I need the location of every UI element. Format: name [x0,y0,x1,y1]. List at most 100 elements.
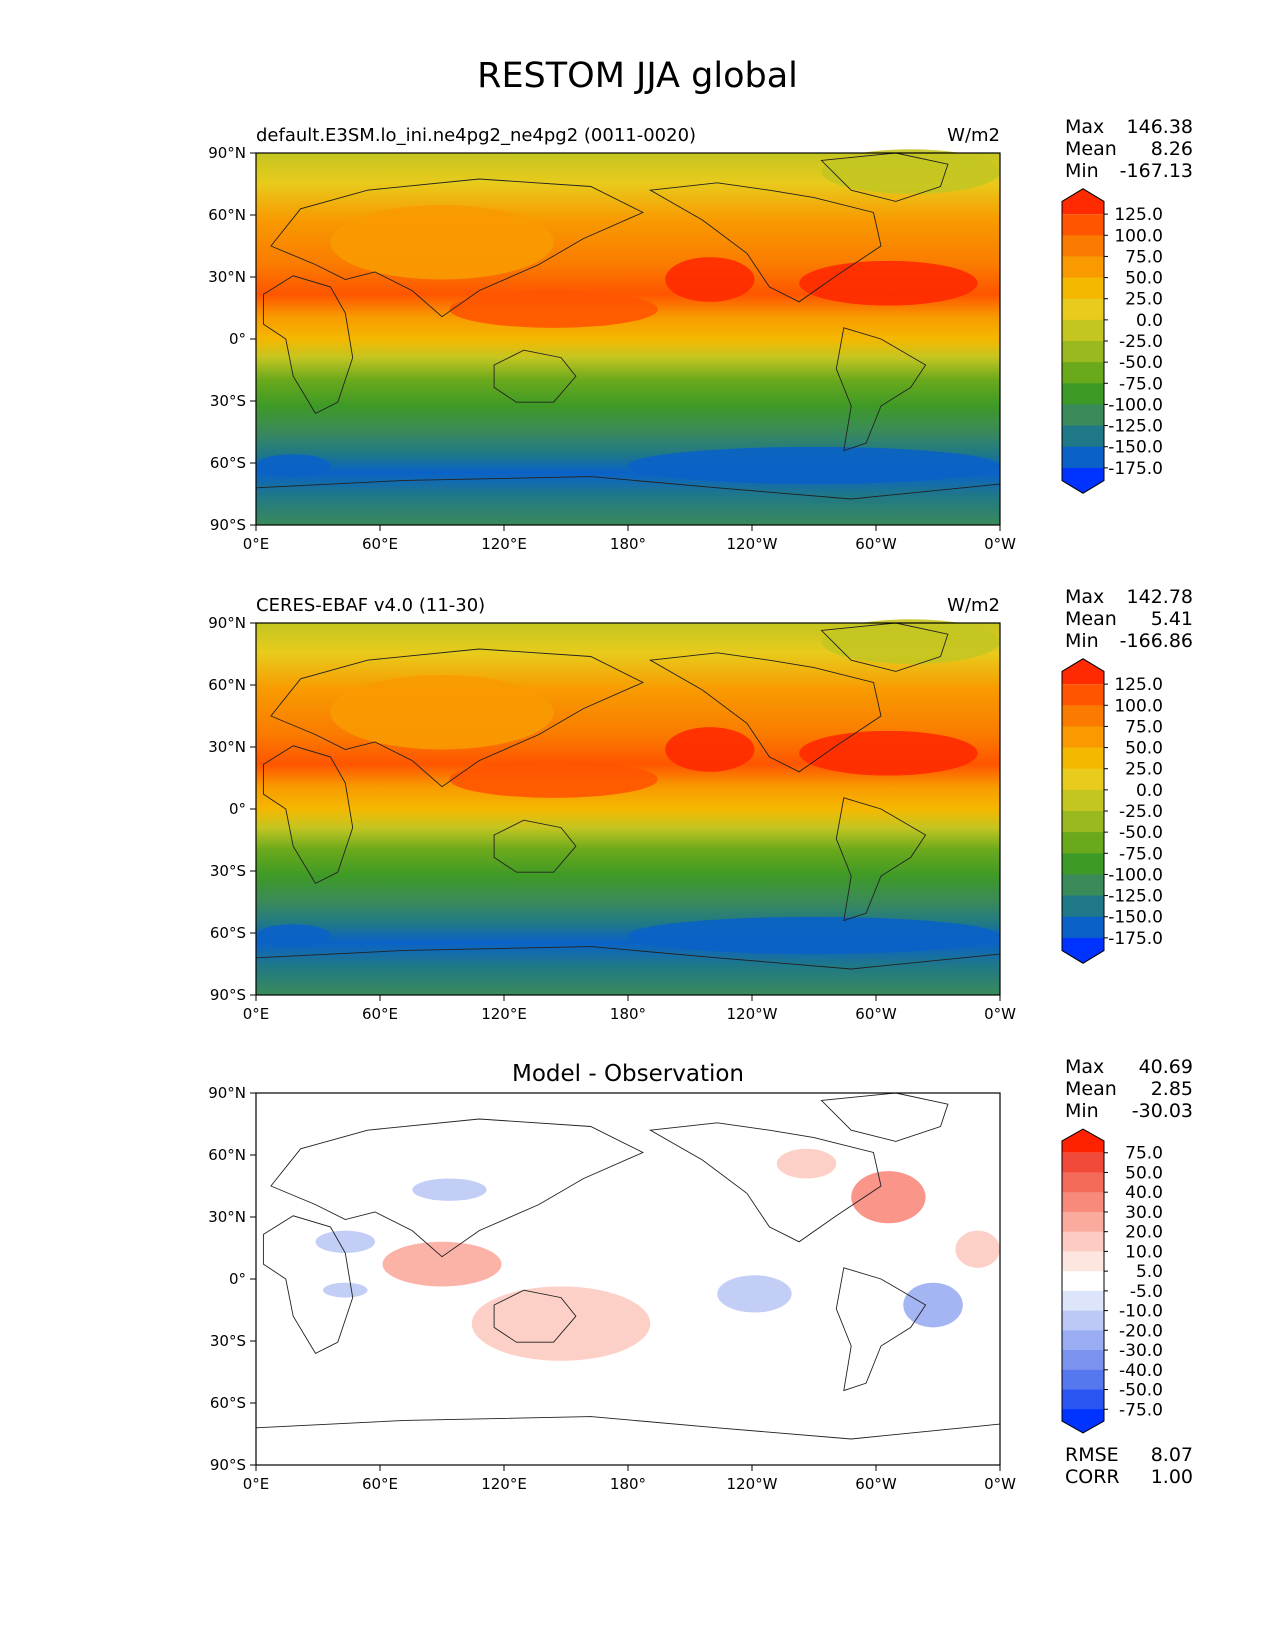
x-tick-label: 0°W [984,1475,1016,1493]
y-tick-label: 0° [229,1270,246,1288]
stat-row: RMSE 8.07 [1065,1444,1193,1466]
colorbar-segment [1062,404,1104,427]
colorbar-label: 50.0 [1125,1163,1163,1183]
colorbar-label: -25.0 [1119,802,1163,822]
coastline [648,1122,882,1243]
contour-region [665,727,755,772]
colorbar-segment [1062,705,1104,727]
stats-difference: Max 40.69 Mean 2.85 Min -30.03 [1065,1056,1193,1122]
colorbar-segment [1062,874,1104,897]
colorbar-label: -5.0 [1130,1282,1163,1302]
panel-units: W/m2 [947,125,1000,146]
x-tick-label: 60°W [855,535,897,553]
stat-label: Mean [1065,138,1117,160]
stat-label: CORR [1065,1466,1120,1488]
colorbar-label: -75.0 [1119,844,1163,864]
x-tick-label: 0°E [243,1475,270,1493]
stat-row: Min -166.86 [1065,630,1193,652]
colorbar-label: -40.0 [1119,1361,1163,1381]
coastline [835,1267,927,1392]
coastline [270,648,644,788]
y-tick-label: 30°N [208,738,246,756]
colorbar-extend-min [1062,467,1104,494]
contour-region [851,1171,926,1224]
colorbar-label: -50.0 [1119,1381,1163,1401]
colorbar-segment [1062,1310,1104,1331]
colorbar-label: -20.0 [1119,1321,1163,1341]
panel-observation: 0°E 60°E 120°E 180° 120°W 60°W 0°W 90°N 60°N 30°N… [208,595,1163,1023]
colorbar-label: 25.0 [1125,290,1163,310]
stat-row: Min -30.03 [1065,1100,1193,1122]
contour-region [449,760,658,798]
colorbar-label: -75.0 [1119,1400,1163,1420]
colorbar-label: -100.0 [1108,865,1163,885]
colorbar-segment [1062,1192,1104,1213]
stat-label: RMSE [1065,1444,1119,1466]
colorbar-segment [1062,319,1104,342]
contour-region [412,1178,487,1201]
stat-row: Max 40.69 [1065,1056,1193,1078]
stat-value: -30.03 [1131,1100,1193,1122]
colorbar-label: 20.0 [1125,1223,1163,1243]
coastline [270,1118,644,1258]
x-tick-label: 0°W [984,535,1016,553]
colorbar-label: -10.0 [1119,1302,1163,1322]
y-tick-label: 90°N [208,1084,246,1102]
contour-region [628,446,1000,485]
stat-label: Mean [1065,1078,1117,1100]
colorbar-segment [1062,446,1104,469]
contour-region [628,916,1000,955]
stat-row: Min -167.13 [1065,160,1193,182]
x-tick-label: 120°E [481,1475,527,1493]
colorbar-label: 50.0 [1125,269,1163,289]
colorbar-label: -150.0 [1108,438,1163,458]
y-tick-label: 60°S [210,924,246,942]
coastline [255,476,1001,500]
x-tick-label: 0°W [984,1005,1016,1023]
y-tick-label: 60°N [208,206,246,224]
colorbar-segment [1062,1152,1104,1173]
stat-row: Max 142.78 [1065,586,1193,608]
colorbar-segment [1062,789,1104,812]
colorbar-label: -50.0 [1119,823,1163,843]
stat-label: Max [1065,1056,1105,1078]
colorbar-label: -100.0 [1108,395,1163,415]
x-tick-label: 120°E [481,1005,527,1023]
coastline [255,1416,1001,1440]
contour-region [330,205,554,280]
colorbar-label: 100.0 [1114,696,1163,716]
coastline [270,178,644,318]
contour-region [256,454,331,477]
colorbar-label: 5.0 [1136,1262,1163,1282]
coastline [262,745,354,884]
y-tick-label: 90°S [210,1456,246,1474]
contour-region [955,1230,1000,1268]
figure-title: RESTOM JJA global [477,56,798,96]
colorbar-label: 0.0 [1136,781,1163,801]
coastline [493,819,577,873]
contour-region [821,619,1000,664]
stat-value: 40.69 [1138,1056,1193,1078]
colorbar-segment [1062,1231,1104,1252]
panel-center-title: Model - Observation [512,1061,744,1087]
stat-value: -167.13 [1119,160,1193,182]
stat-label: Mean [1065,608,1117,630]
colorbar-label: -30.0 [1119,1341,1163,1361]
colorbar-segment [1062,684,1104,706]
contour-region [322,1282,368,1298]
colorbar-label: 125.0 [1114,205,1163,225]
colorbar-label: -25.0 [1119,332,1163,352]
colorbar-segment [1062,916,1104,939]
stat-value: 146.38 [1126,116,1193,138]
colorbar-segment [1062,1290,1104,1312]
colorbar-label: 125.0 [1114,675,1163,695]
colorbar-segment [1062,383,1104,405]
panel-left-title: CERES-EBAF v4.0 (11-30) [256,595,485,616]
y-tick-label: 60°S [210,454,246,472]
x-tick-label: 120°E [481,535,527,553]
colorbar-label: 75.0 [1125,247,1163,267]
coastline [648,652,882,773]
coastline [493,1289,577,1343]
contour-region [799,730,978,776]
